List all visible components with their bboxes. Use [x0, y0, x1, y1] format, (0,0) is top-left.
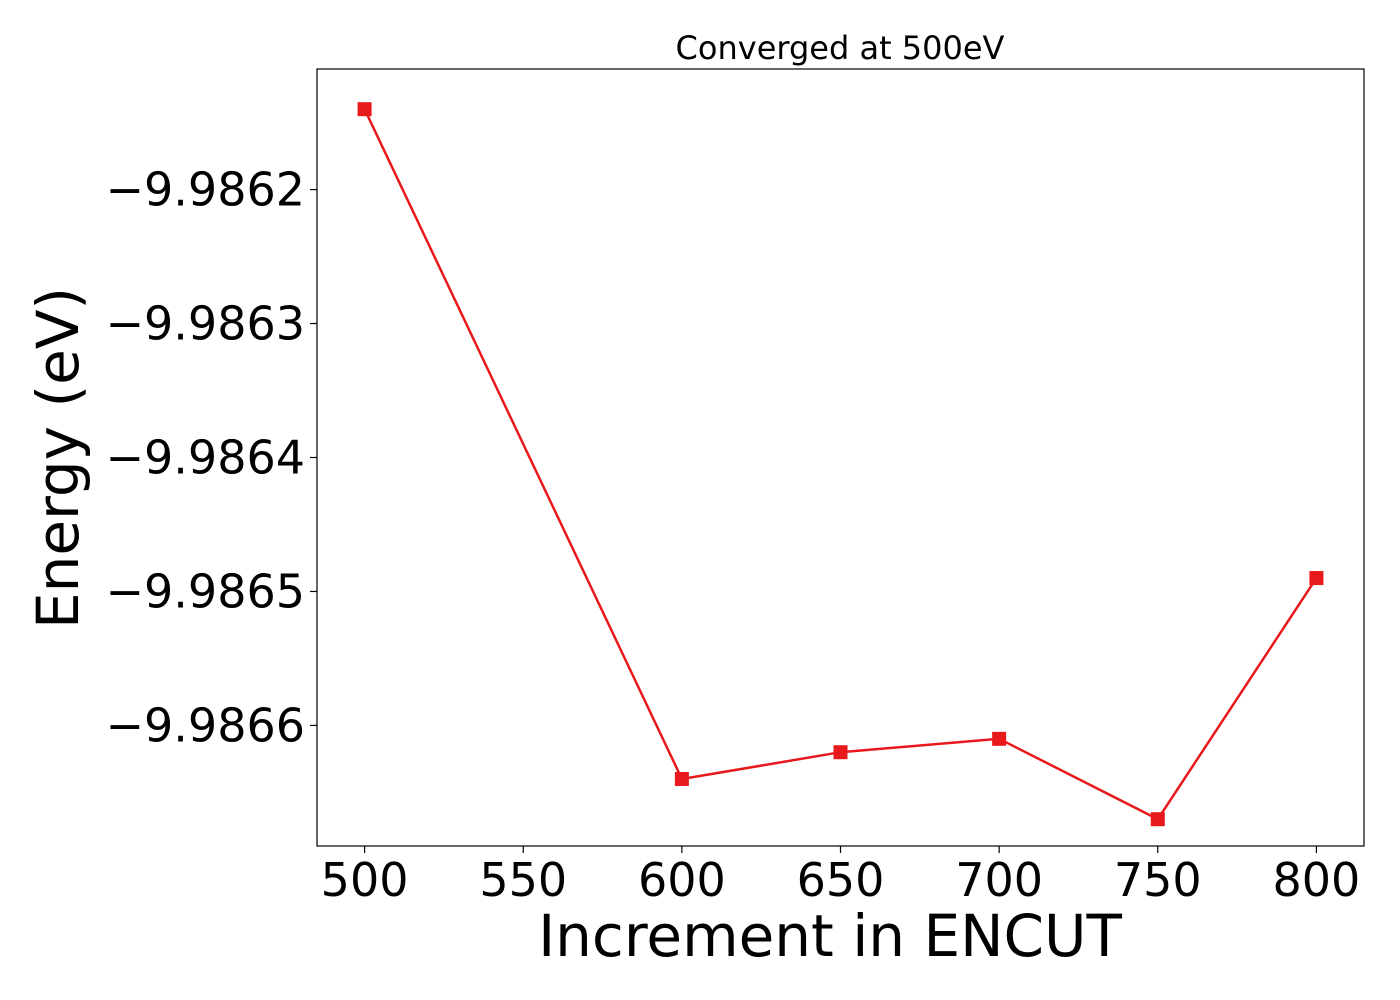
series-line	[363, 108, 1318, 821]
y-tick-label: −9.9866	[106, 698, 306, 752]
chart-title: Converged at 500eV	[676, 29, 1005, 67]
x-tick-label: 700	[955, 853, 1043, 907]
data-point-marker	[1309, 571, 1324, 586]
x-tick-label: 500	[321, 853, 409, 907]
data-point-marker	[674, 772, 689, 787]
y-axis-ticks: −9.9862 −9.9863 −9.9864 −9.9865 −9.9866	[106, 163, 317, 752]
x-tick-label: 750	[1114, 853, 1202, 907]
x-tick-label: 550	[479, 853, 567, 907]
y-tick-label: −9.9863	[106, 297, 306, 351]
data-point-marker	[833, 745, 848, 760]
series-markers	[357, 102, 1324, 827]
data-point-marker	[357, 102, 372, 117]
data-point-marker	[992, 731, 1007, 746]
y-tick-label: −9.9862	[106, 163, 306, 217]
x-tick-label: 600	[638, 853, 726, 907]
x-axis-label: Increment in ENCUT	[538, 902, 1122, 970]
y-tick-label: −9.9865	[106, 564, 306, 618]
x-tick-label: 800	[1273, 853, 1361, 907]
x-axis-ticks: 500 550 600 650 700 750 800	[321, 846, 1361, 907]
x-tick-label: 650	[797, 853, 885, 907]
y-tick-label: −9.9864	[106, 431, 306, 485]
y-axis-label: Energy (eV)	[24, 287, 92, 629]
data-point-marker	[1150, 812, 1165, 827]
